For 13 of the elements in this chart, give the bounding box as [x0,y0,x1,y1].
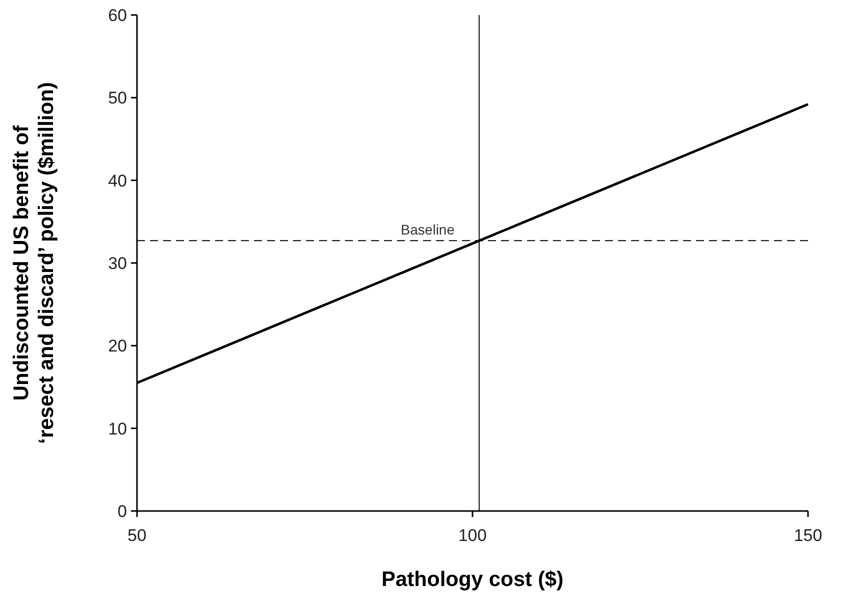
x-tick-label: 150 [794,526,822,545]
x-tick-label: 100 [458,526,487,545]
y-tick-label: 0 [118,502,127,521]
y-tick-label: 10 [108,419,127,438]
y-tick-label: 30 [108,254,127,273]
y-tick-label: 40 [108,171,127,190]
y-axis-title: Undiscounted US benefit of ‘resect and discard’ policy ($million) [10,82,58,444]
y-tick-label: 60 [108,6,127,25]
y-tick-label: 50 [108,88,127,108]
x-axis-title: Pathology cost ($) [381,568,564,591]
ref-line-label: Baseline [400,222,455,238]
y-tick-label: 20 [108,336,127,356]
x-tick-label: 50 [128,526,146,545]
